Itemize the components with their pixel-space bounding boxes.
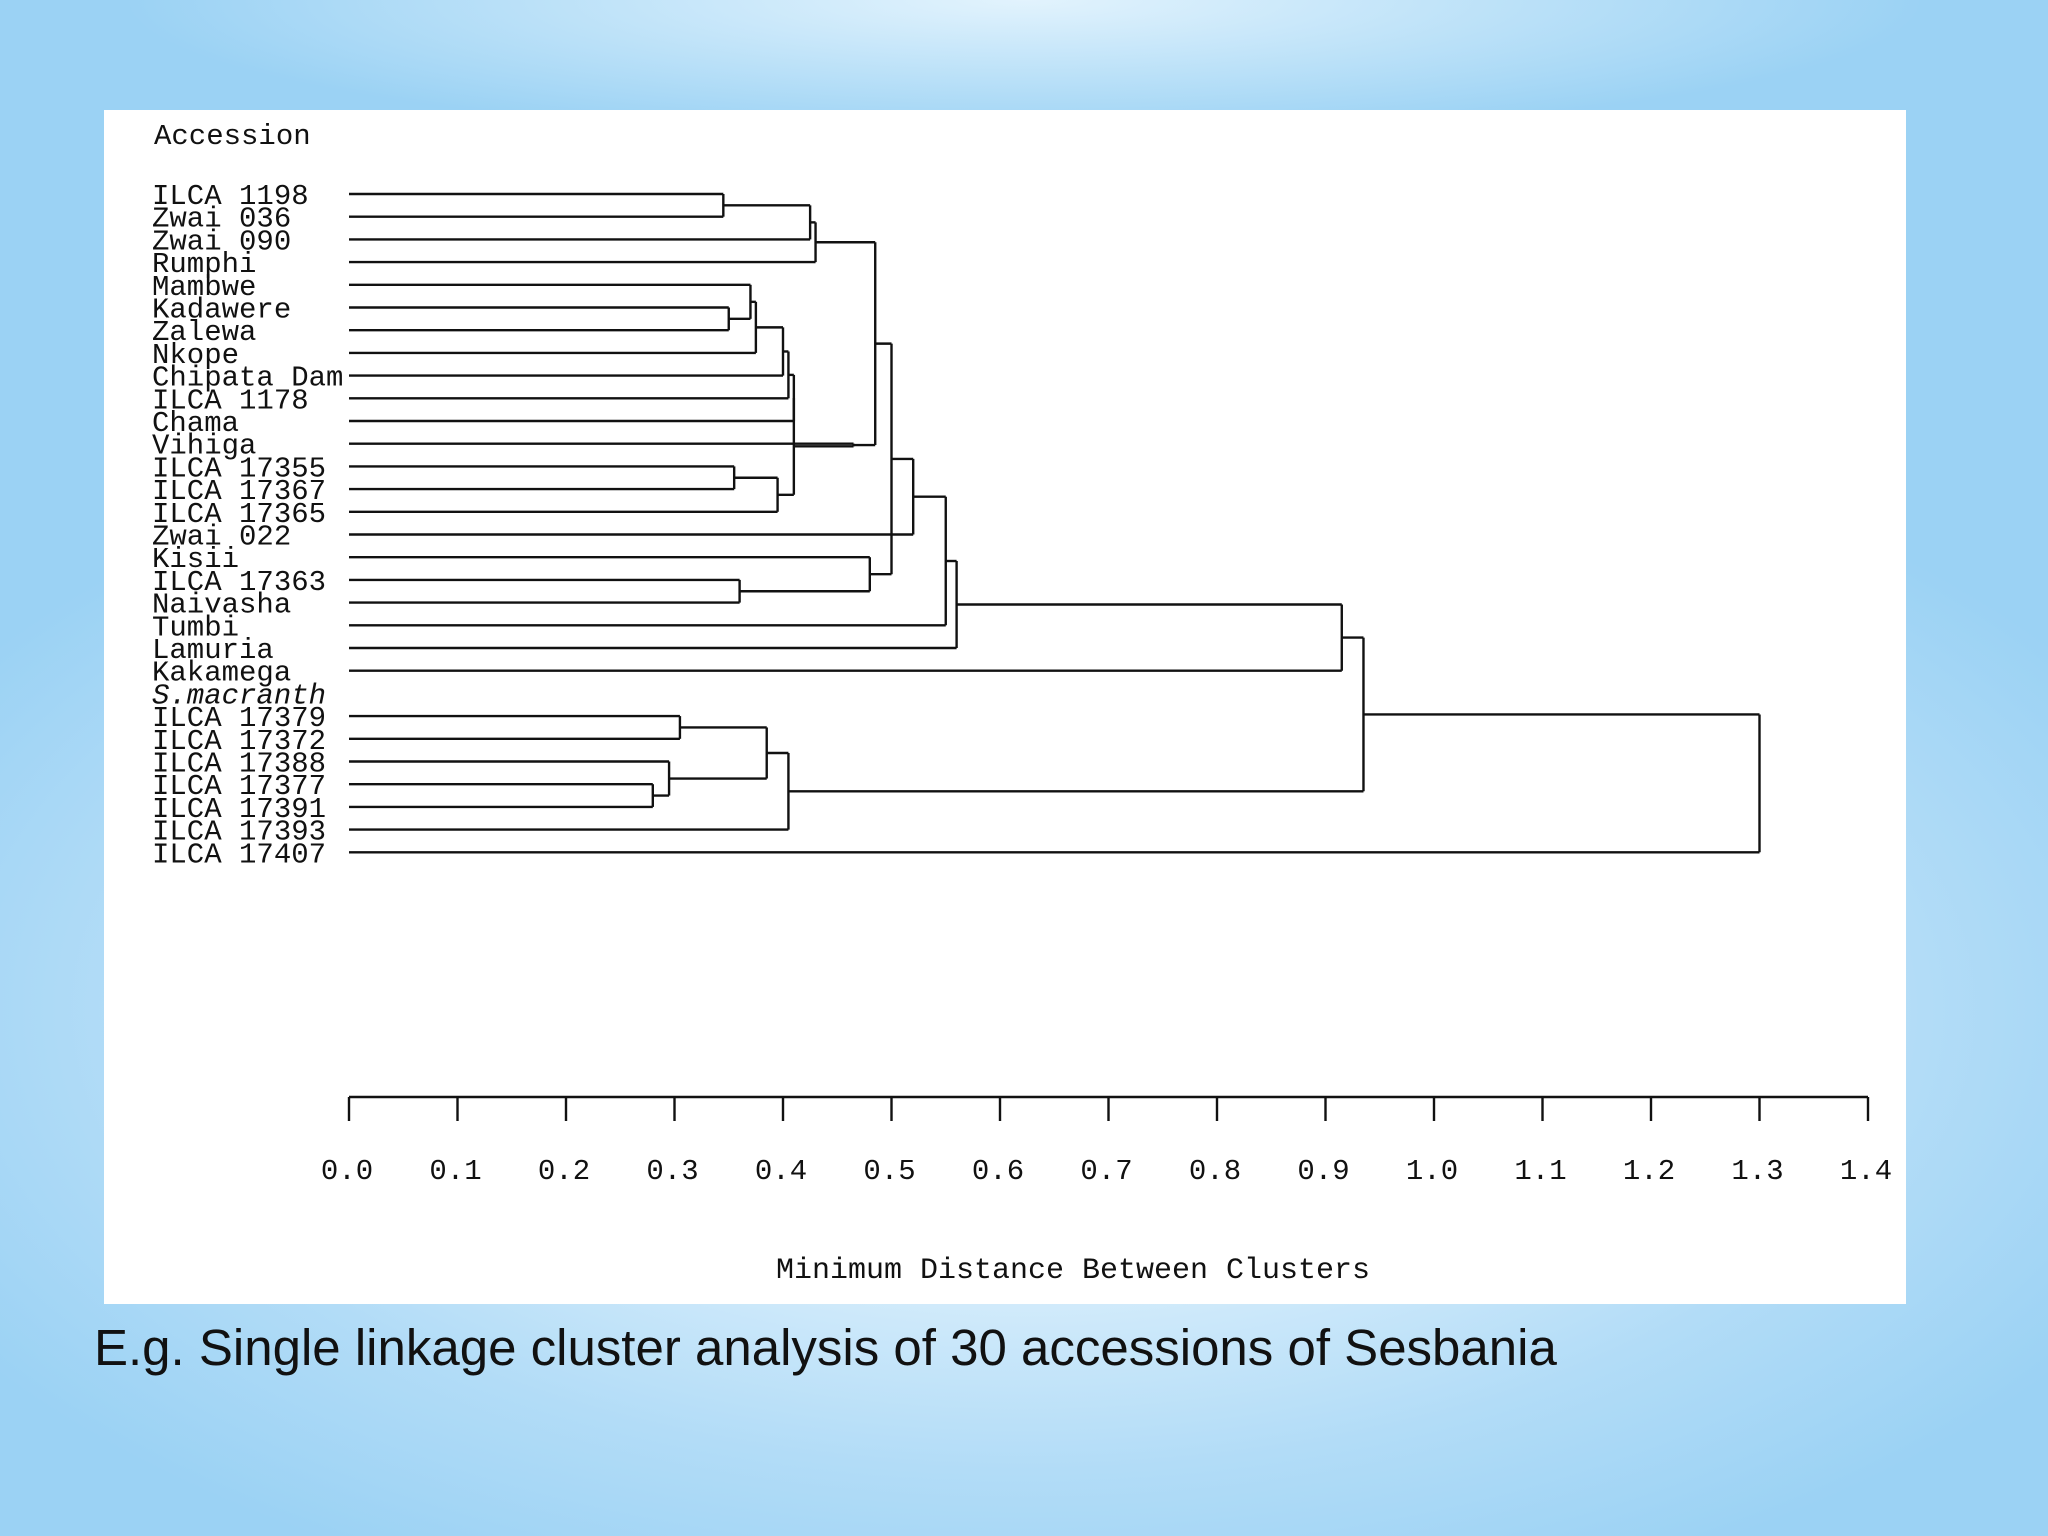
leaf-label: ILCA 17379 — [152, 702, 326, 735]
x-tick-label: 1.1 — [1514, 1155, 1566, 1188]
leaf-label: ILCA 17363 — [152, 566, 326, 599]
leaf-label: Nkope — [152, 339, 239, 372]
x-tick-label: 0.4 — [755, 1155, 807, 1188]
leaf-label: Chipata Dam — [152, 362, 343, 395]
leaf-label: ILCA 17407 — [152, 838, 326, 871]
leaf-label: Tumbi — [152, 611, 239, 644]
x-tick-label: 1.0 — [1406, 1155, 1458, 1188]
leaf-label: Zalewa — [152, 316, 256, 349]
leaf-label: ILCA 17391 — [152, 793, 326, 826]
leaf-label: Rumphi — [152, 248, 256, 281]
leaf-label: Kadawere — [152, 294, 291, 327]
x-tick-label: 0.0 — [321, 1155, 373, 1188]
x-tick-label: 0.9 — [1297, 1155, 1349, 1188]
slide-caption: E.g. Single linkage cluster analysis of … — [94, 1319, 1557, 1376]
leaf-label: ILCA 17393 — [152, 816, 326, 849]
leaf-label: ILCA 17388 — [152, 748, 326, 781]
leaf-label: Naivasha — [152, 589, 291, 622]
leaf-label: ILCA 17365 — [152, 498, 326, 531]
leaf-label: ILCA 1178 — [152, 384, 309, 417]
leaf-label: Chama — [152, 407, 239, 440]
leaf-label: ILCA 17355 — [152, 452, 326, 485]
leaf-label: ILCA 1198 — [152, 180, 309, 213]
leaf-label: Zwai 022 — [152, 521, 291, 554]
row-axis-title: Accession — [154, 120, 311, 153]
x-tick-label: 0.1 — [429, 1155, 481, 1188]
x-axis-title: Minimum Distance Between Clusters — [776, 1254, 1370, 1288]
dendrogram-figure: Accession ILCA 1198 Zwai 036 Zwai 090 Rumph… — [104, 110, 1906, 1304]
leaf-label: ILCA 17372 — [152, 725, 326, 758]
x-tick-label: 1.4 — [1840, 1155, 1892, 1188]
leaf-label: Kakamega — [152, 657, 291, 690]
dendrogram-branches — [349, 192, 1761, 854]
x-tick-label: 1.2 — [1623, 1155, 1675, 1188]
x-tick-label: 0.7 — [1080, 1155, 1132, 1188]
leaf-label: Vihiga — [152, 430, 256, 463]
leaf-label: ILCA 17367 — [152, 475, 326, 508]
x-tick-label: 0.2 — [538, 1155, 590, 1188]
x-tick-label: 0.6 — [972, 1155, 1024, 1188]
leaf-label: S.macranth — [152, 679, 326, 712]
x-tick-label: 0.3 — [646, 1155, 698, 1188]
x-tick-label: 0.5 — [863, 1155, 915, 1188]
leaf-label: ILCA 17377 — [152, 770, 326, 803]
x-axis: 0.0 0.1 0.2 0.3 0.4 0.5 0.6 0.7 0.8 0.9 1.0 1.1 1.2 1… — [321, 1095, 1892, 1188]
x-tick-label: 0.8 — [1189, 1155, 1241, 1188]
leaf-label: Zwai 036 — [152, 203, 291, 236]
leaf-label: Zwai 090 — [152, 225, 291, 258]
leaf-label: Lamuria — [152, 634, 274, 667]
x-tick-label: 1.3 — [1731, 1155, 1783, 1188]
leaf-label: Kisii — [152, 543, 239, 576]
leaf-label: Mambwe — [152, 271, 256, 304]
